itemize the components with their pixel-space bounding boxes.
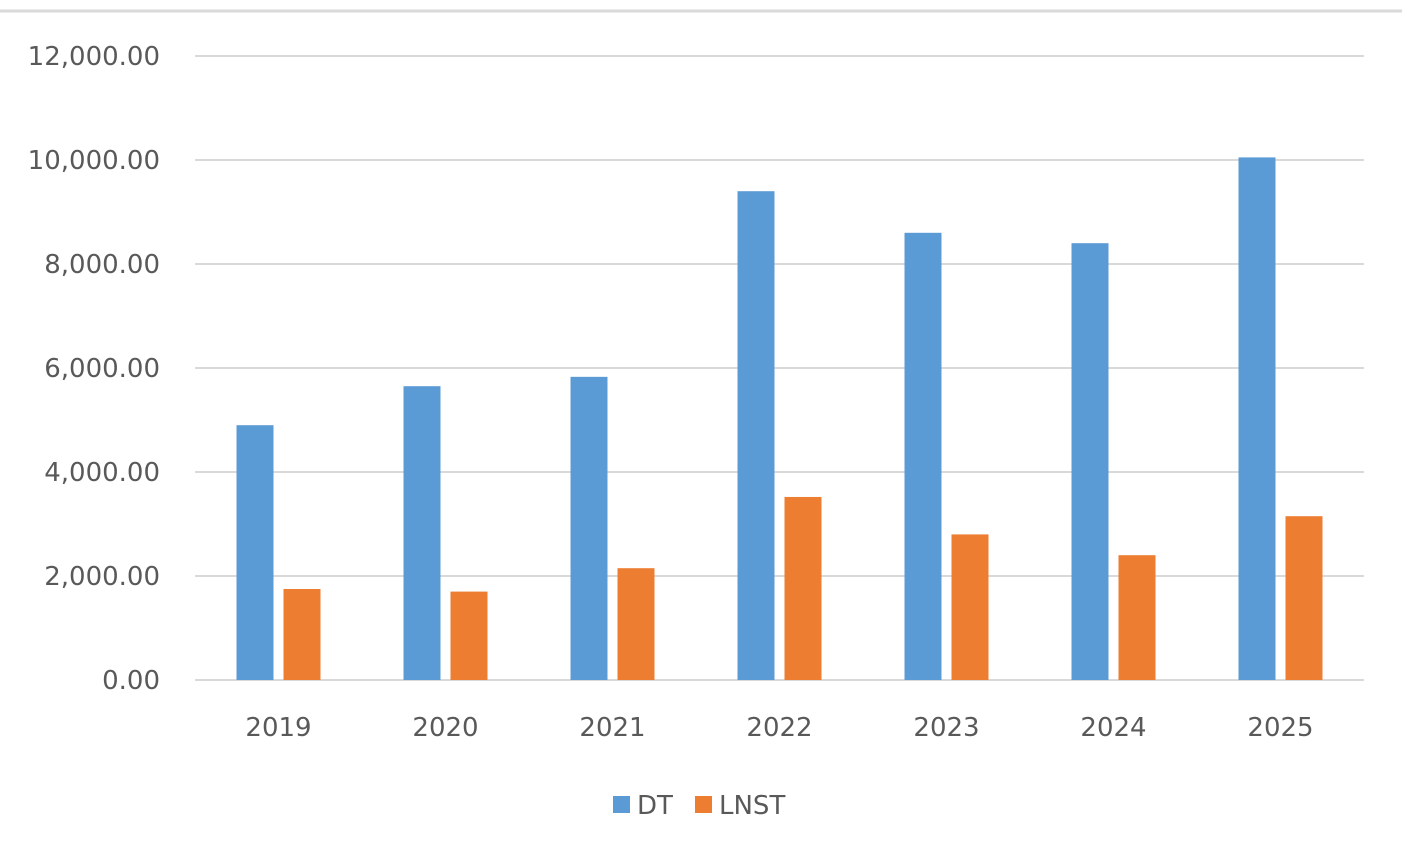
y-tick-label: 10,000.00 — [28, 146, 160, 176]
x-tick-label: 2023 — [913, 713, 979, 743]
y-axis-labels: 0.00 2,000.00 4,000.00 6,000.00 8,000.00 10,0… — [28, 42, 160, 696]
bar-dt-2020 — [403, 386, 441, 680]
x-tick-label: 2024 — [1080, 713, 1146, 743]
x-tick-label: 2021 — [579, 713, 645, 743]
bar-lnst-2023 — [951, 534, 989, 680]
legend: DT LNST — [613, 791, 785, 821]
bar-dt-2021 — [570, 376, 608, 680]
x-tick-label: 2022 — [746, 713, 812, 743]
y-tick-label: 8,000.00 — [44, 250, 160, 280]
x-tick-label: 2025 — [1247, 713, 1313, 743]
y-tick-label: 12,000.00 — [28, 42, 160, 72]
gridlines — [195, 55, 1364, 681]
bar-dt-2019 — [236, 425, 274, 680]
bar-dt-2023 — [904, 232, 942, 681]
bar-lnst-2025 — [1285, 516, 1323, 680]
legend-swatch-dt — [613, 796, 630, 813]
x-tick-label: 2019 — [245, 713, 311, 743]
y-tick-label: 0.00 — [102, 666, 160, 696]
x-axis-labels: 2019 2020 2021 2022 2023 2024 2025 — [245, 713, 1313, 743]
bars — [236, 157, 1323, 681]
bar-dt-2024 — [1071, 243, 1109, 680]
bar-lnst-2022 — [784, 496, 822, 680]
legend-label-lnst: LNST — [719, 791, 785, 821]
y-tick-label: 2,000.00 — [44, 562, 160, 592]
bar-lnst-2019 — [283, 589, 321, 680]
x-tick-label: 2020 — [412, 713, 478, 743]
legend-label-dt: DT — [637, 791, 673, 821]
bar-lnst-2020 — [450, 591, 488, 680]
y-tick-label: 6,000.00 — [44, 354, 160, 384]
legend-swatch-lnst — [695, 796, 712, 813]
bar-dt-2025 — [1238, 157, 1276, 680]
y-tick-label: 4,000.00 — [44, 458, 160, 488]
bar-lnst-2024 — [1118, 555, 1156, 680]
bar-lnst-2021 — [617, 568, 655, 680]
bar-dt-2022 — [737, 191, 775, 680]
